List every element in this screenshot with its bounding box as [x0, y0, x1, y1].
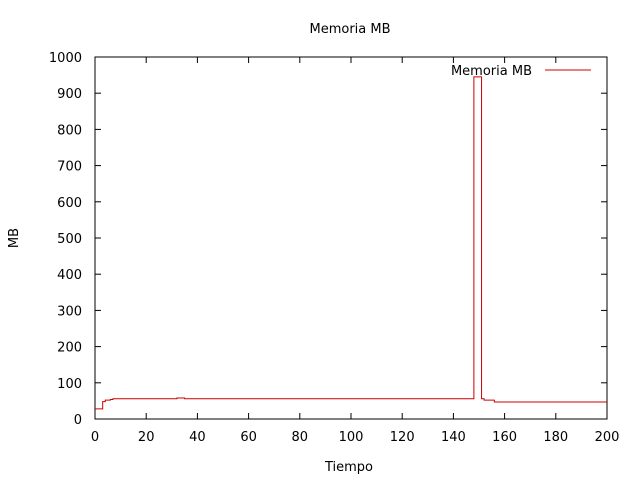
y-tick-label: 300 — [57, 304, 82, 319]
y-tick-label: 900 — [57, 87, 82, 102]
x-tick-label: 140 — [441, 430, 466, 445]
x-axis-label: Tiempo — [324, 460, 373, 475]
y-tick-label: 1000 — [49, 51, 82, 66]
y-tick-label: 700 — [57, 160, 82, 175]
axis-ticks — [94, 56, 608, 420]
y-tick-label: 800 — [57, 123, 82, 138]
y-tick-label: 200 — [57, 341, 82, 356]
series-line — [95, 76, 607, 410]
y-tick-label: 400 — [57, 268, 82, 283]
x-tick-label: 40 — [189, 430, 206, 445]
x-tick-label: 60 — [240, 430, 257, 445]
y-axis-label: MB — [7, 228, 22, 248]
y-tick-label: 0 — [74, 413, 82, 428]
x-tick-label: 80 — [292, 430, 309, 445]
tick-labels: 0 20 40 60 80 100 120 140 160 180 200 0 100 200 300 400… — [49, 51, 620, 445]
x-tick-label: 0 — [91, 430, 99, 445]
x-tick-label: 100 — [339, 430, 364, 445]
y-tick-label: 600 — [57, 196, 82, 211]
x-tick-label: 200 — [595, 430, 620, 445]
plot-frame — [94, 56, 608, 420]
y-tick-label: 100 — [57, 377, 82, 392]
x-tick-label: 180 — [543, 430, 568, 445]
legend-label: Memoria MB — [451, 64, 532, 79]
series-group — [95, 76, 607, 410]
legend: Memoria MB — [451, 64, 591, 79]
x-tick-label: 160 — [492, 430, 517, 445]
x-tick-label: 120 — [390, 430, 415, 445]
chart-title: Memoria MB — [309, 22, 390, 37]
x-tick-label: 20 — [138, 430, 155, 445]
y-tick-label: 500 — [57, 232, 82, 247]
